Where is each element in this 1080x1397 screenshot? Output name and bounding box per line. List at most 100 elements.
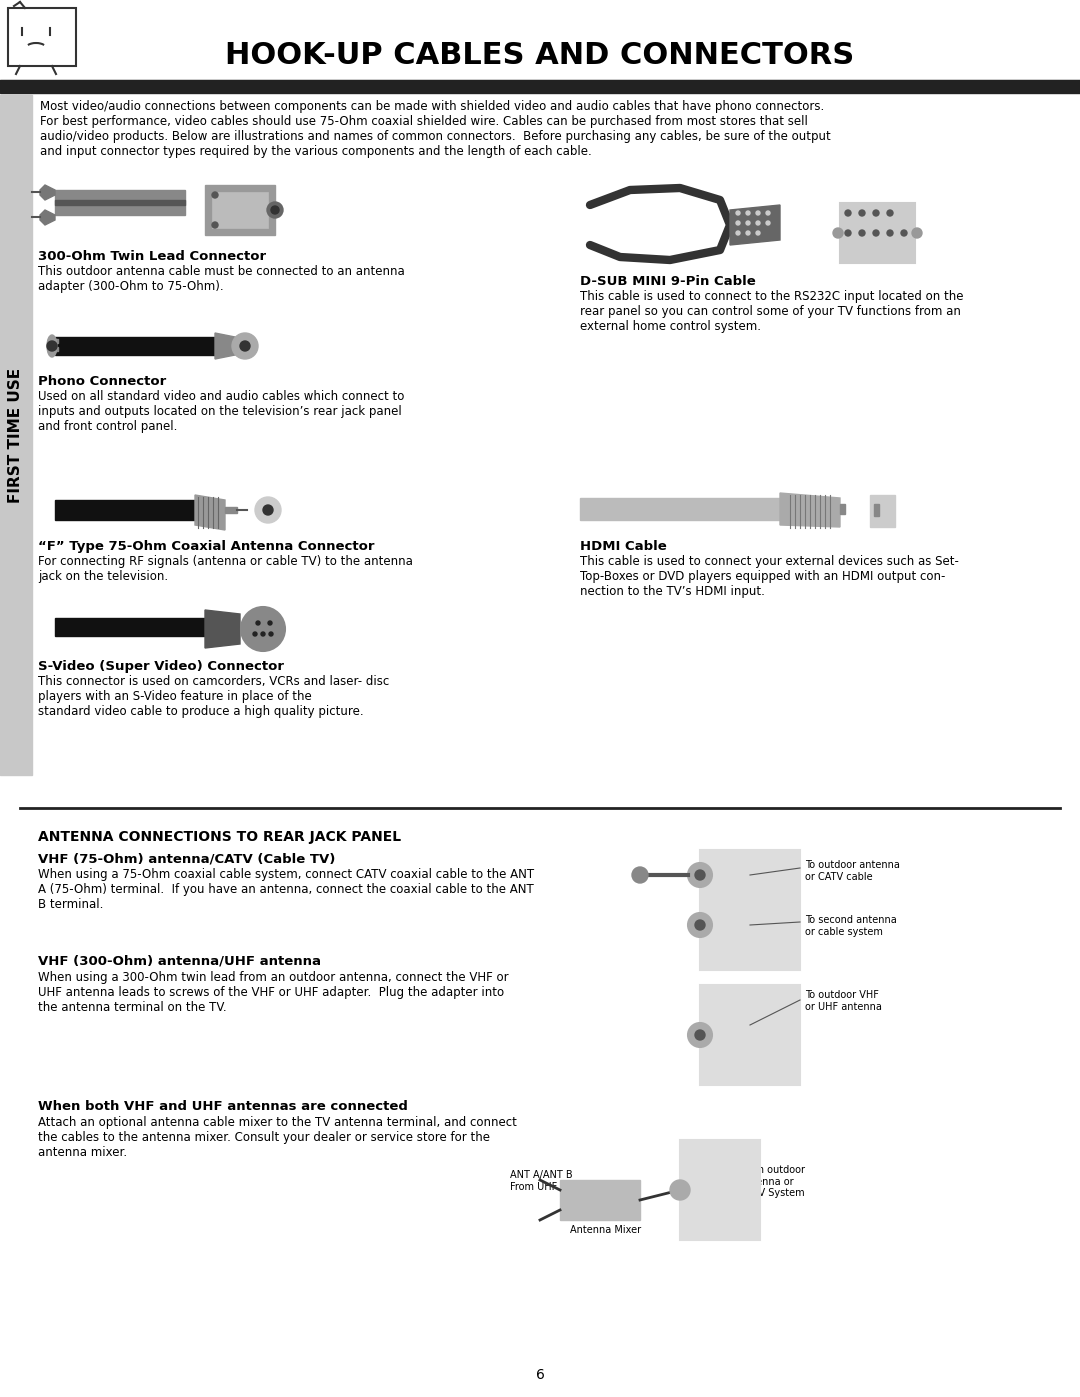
Bar	[700, 849, 800, 970]
Circle shape	[746, 231, 750, 235]
Circle shape	[756, 231, 760, 235]
Bar	[561, 1180, 640, 1220]
Text: When using a 75-Ohm coaxial cable system, connect CATV coaxial cable to the ANT
: When using a 75-Ohm coaxial cable system…	[38, 868, 535, 911]
Circle shape	[264, 504, 273, 515]
Circle shape	[255, 497, 281, 522]
Circle shape	[873, 231, 879, 236]
Bar	[0, 95, 32, 775]
Circle shape	[735, 231, 740, 235]
Text: This outdoor antenna cable must be connected to an antenna
adapter (300-Ohm to 7: This outdoor antenna cable must be conne…	[38, 265, 405, 293]
Text: To second antenna
or cable system: To second antenna or cable system	[805, 915, 896, 936]
Text: Attach an optional antenna cable mixer to the TV antenna terminal, and connect
t: Attach an optional antenna cable mixer t…	[38, 1116, 517, 1160]
Bar	[840, 203, 915, 263]
Circle shape	[746, 221, 750, 225]
Polygon shape	[40, 210, 55, 225]
Bar	[0, 80, 1080, 94]
Circle shape	[261, 631, 265, 636]
Text: To outdoor VHF
or UHF antenna: To outdoor VHF or UHF antenna	[805, 990, 882, 1011]
Circle shape	[912, 228, 922, 237]
Circle shape	[48, 341, 57, 351]
Polygon shape	[40, 184, 55, 200]
Bar	[55, 500, 195, 520]
Text: From outdoor
antenna or
CATV System: From outdoor antenna or CATV System	[740, 1165, 805, 1199]
Bar	[55, 617, 205, 636]
Bar	[680, 1140, 760, 1241]
Ellipse shape	[48, 335, 57, 358]
Circle shape	[873, 210, 879, 217]
Circle shape	[212, 222, 218, 228]
Circle shape	[212, 191, 218, 198]
Text: VHF (75-Ohm) antenna/CATV (Cable TV): VHF (75-Ohm) antenna/CATV (Cable TV)	[38, 852, 336, 865]
Text: “F” Type 75-Ohm Coaxial Antenna Connector: “F” Type 75-Ohm Coaxial Antenna Connecto…	[38, 541, 375, 553]
Bar	[212, 191, 268, 228]
Polygon shape	[730, 205, 780, 244]
Circle shape	[670, 1180, 690, 1200]
Text: FIRST TIME USE: FIRST TIME USE	[9, 367, 24, 503]
Text: This cable is used to connect to the RS232C input located on the
rear panel so y: This cable is used to connect to the RS2…	[580, 291, 963, 332]
Text: D-SUB MINI 9-Pin Cable: D-SUB MINI 9-Pin Cable	[580, 275, 756, 288]
Bar	[205, 184, 275, 235]
Circle shape	[735, 211, 740, 215]
Text: Phono Connector: Phono Connector	[38, 374, 166, 388]
Circle shape	[766, 221, 770, 225]
Text: This connector is used on camcorders, VCRs and laser- disc
players with an S-Vid: This connector is used on camcorders, VC…	[38, 675, 389, 718]
Bar	[580, 497, 780, 520]
Circle shape	[269, 631, 273, 636]
Circle shape	[859, 231, 865, 236]
Polygon shape	[195, 495, 225, 529]
Polygon shape	[780, 493, 840, 527]
Text: 300-Ohm Twin Lead Connector: 300-Ohm Twin Lead Connector	[38, 250, 266, 263]
Bar	[870, 495, 895, 527]
Circle shape	[845, 231, 851, 236]
Bar	[8, 8, 76, 66]
Circle shape	[268, 622, 272, 624]
Text: S-Video (Super Video) Connector: S-Video (Super Video) Connector	[38, 659, 284, 673]
Text: Antenna Mixer: Antenna Mixer	[570, 1225, 642, 1235]
Circle shape	[241, 608, 285, 651]
Bar	[55, 200, 185, 205]
Bar	[55, 190, 185, 215]
Circle shape	[232, 332, 258, 359]
Text: From UHF antenna: From UHF antenna	[510, 1182, 600, 1192]
Circle shape	[248, 490, 288, 529]
Circle shape	[688, 914, 712, 937]
Circle shape	[887, 210, 893, 217]
Circle shape	[696, 870, 705, 880]
Circle shape	[240, 341, 249, 351]
Bar	[52, 346, 58, 351]
Circle shape	[696, 1030, 705, 1039]
Bar	[225, 507, 237, 513]
Circle shape	[688, 1023, 712, 1046]
Circle shape	[632, 868, 648, 883]
Polygon shape	[205, 610, 240, 648]
Polygon shape	[215, 332, 245, 359]
Circle shape	[859, 210, 865, 217]
Text: ANT A/ANT B: ANT A/ANT B	[510, 1171, 572, 1180]
Text: To outdoor antenna
or CATV cable: To outdoor antenna or CATV cable	[805, 861, 900, 882]
Text: Used on all standard video and audio cables which connect to
inputs and outputs : Used on all standard video and audio cab…	[38, 390, 404, 433]
Text: HOOK-UP CABLES AND CONNECTORS: HOOK-UP CABLES AND CONNECTORS	[226, 41, 854, 70]
Bar	[52, 339, 58, 344]
Text: This cable is used to connect your external devices such as Set-
Top-Boxes or DV: This cable is used to connect your exter…	[580, 555, 959, 598]
Text: When both VHF and UHF antennas are connected: When both VHF and UHF antennas are conne…	[38, 1099, 408, 1113]
Text: VHF (300-Ohm) antenna/UHF antenna: VHF (300-Ohm) antenna/UHF antenna	[38, 956, 321, 968]
Circle shape	[766, 211, 770, 215]
Circle shape	[735, 221, 740, 225]
Text: HDMI Cable: HDMI Cable	[580, 541, 666, 553]
Circle shape	[267, 203, 283, 218]
Text: When using a 300-Ohm twin lead from an outdoor antenna, connect the VHF or
UHF a: When using a 300-Ohm twin lead from an o…	[38, 971, 509, 1014]
Circle shape	[688, 863, 712, 887]
Circle shape	[746, 211, 750, 215]
Bar	[874, 504, 879, 515]
Circle shape	[887, 231, 893, 236]
Circle shape	[271, 205, 279, 214]
Circle shape	[901, 231, 907, 236]
Circle shape	[833, 228, 843, 237]
Text: ANTENNA CONNECTIONS TO REAR JACK PANEL: ANTENNA CONNECTIONS TO REAR JACK PANEL	[38, 830, 401, 844]
Circle shape	[253, 631, 257, 636]
Circle shape	[845, 210, 851, 217]
Bar	[55, 337, 215, 355]
Text: Most video/audio connections between components can be made with shielded video : Most video/audio connections between com…	[40, 101, 831, 158]
Circle shape	[256, 622, 260, 624]
Text: For connecting RF signals (antenna or cable TV) to the antenna
jack on the telev: For connecting RF signals (antenna or ca…	[38, 555, 413, 583]
